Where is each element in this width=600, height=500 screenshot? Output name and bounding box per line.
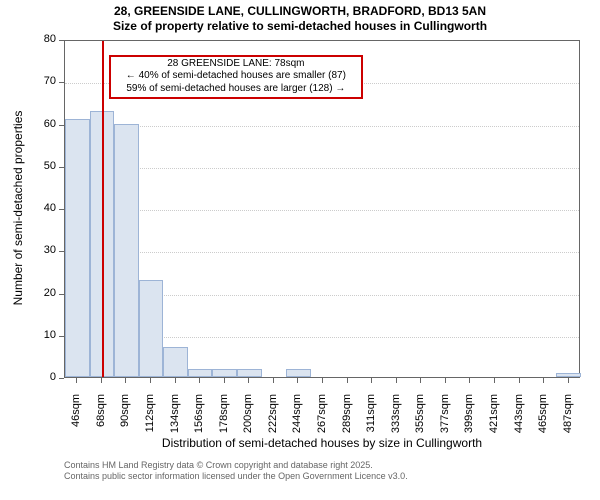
x-tick-mark [371, 378, 372, 383]
histogram-bar [286, 369, 311, 377]
y-tick-mark [59, 167, 64, 168]
property-marker-line [102, 41, 104, 377]
x-tick-mark [150, 378, 151, 383]
x-tick-label: 200sqm [242, 394, 254, 444]
x-tick-label: 244sqm [291, 394, 303, 444]
x-tick-mark [543, 378, 544, 383]
histogram-bar [237, 369, 262, 377]
x-tick-mark [347, 378, 348, 383]
gridline [65, 252, 579, 253]
annotation-box: 28 GREENSIDE LANE: 78sqm← 40% of semi-de… [109, 55, 363, 99]
x-tick-mark [125, 378, 126, 383]
x-tick-label: 421sqm [488, 394, 500, 444]
x-tick-label: 443sqm [513, 394, 525, 444]
y-tick-label: 30 [32, 244, 56, 256]
histogram-bar [114, 124, 139, 378]
annotation-line: ← 40% of semi-detached houses are smalle… [113, 70, 359, 83]
histogram-bar [556, 373, 581, 377]
x-tick-label: 46sqm [70, 394, 82, 444]
x-tick-label: 465sqm [537, 394, 549, 444]
x-tick-mark [297, 378, 298, 383]
x-tick-label: 355sqm [414, 394, 426, 444]
y-tick-mark [59, 82, 64, 83]
x-tick-label: 311sqm [365, 394, 377, 444]
x-tick-mark [224, 378, 225, 383]
annotation-line: 59% of semi-detached houses are larger (… [113, 83, 359, 96]
footer-line-2: Contains public sector information licen… [64, 471, 408, 482]
x-tick-label: 134sqm [169, 394, 181, 444]
annotation-line: 28 GREENSIDE LANE: 78sqm [113, 58, 359, 71]
chart-title: 28, GREENSIDE LANE, CULLINGWORTH, BRADFO… [0, 4, 600, 34]
y-tick-label: 10 [32, 329, 56, 341]
y-tick-mark [59, 209, 64, 210]
x-tick-mark [396, 378, 397, 383]
x-tick-mark [568, 378, 569, 383]
x-tick-mark [420, 378, 421, 383]
gridline [65, 168, 579, 169]
histogram-bar [139, 280, 164, 377]
x-tick-label: 68sqm [95, 394, 107, 444]
x-tick-label: 377sqm [439, 394, 451, 444]
title-line-1: 28, GREENSIDE LANE, CULLINGWORTH, BRADFO… [0, 4, 600, 19]
x-tick-mark [248, 378, 249, 383]
histogram-bar [163, 347, 188, 377]
y-tick-mark [59, 125, 64, 126]
x-tick-mark [273, 378, 274, 383]
x-tick-label: 289sqm [341, 394, 353, 444]
y-tick-mark [59, 378, 64, 379]
gridline [65, 126, 579, 127]
title-line-2: Size of property relative to semi-detach… [0, 19, 600, 34]
attribution-footer: Contains HM Land Registry data © Crown c… [64, 460, 408, 483]
x-tick-mark [76, 378, 77, 383]
plot-area: 28 GREENSIDE LANE: 78sqm← 40% of semi-de… [64, 40, 580, 378]
x-tick-label: 267sqm [316, 394, 328, 444]
chart-container: { "title": { "line1": "28, GREENSIDE LAN… [0, 0, 600, 500]
x-tick-mark [175, 378, 176, 383]
x-tick-mark [519, 378, 520, 383]
x-tick-label: 156sqm [193, 394, 205, 444]
y-tick-label: 60 [32, 118, 56, 130]
x-tick-label: 90sqm [119, 394, 131, 444]
y-tick-label: 40 [32, 202, 56, 214]
y-tick-label: 70 [32, 75, 56, 87]
x-tick-mark [199, 378, 200, 383]
y-tick-mark [59, 336, 64, 337]
footer-line-1: Contains HM Land Registry data © Crown c… [64, 460, 408, 471]
x-tick-mark [469, 378, 470, 383]
y-tick-mark [59, 251, 64, 252]
x-tick-label: 112sqm [144, 394, 156, 444]
x-tick-label: 178sqm [218, 394, 230, 444]
histogram-bar [65, 119, 90, 377]
y-tick-label: 80 [32, 33, 56, 45]
x-tick-label: 222sqm [267, 394, 279, 444]
histogram-bar [188, 369, 213, 377]
y-tick-label: 20 [32, 287, 56, 299]
y-tick-label: 0 [32, 371, 56, 383]
y-tick-mark [59, 40, 64, 41]
x-tick-mark [322, 378, 323, 383]
x-tick-mark [494, 378, 495, 383]
x-tick-label: 399sqm [463, 394, 475, 444]
y-tick-label: 50 [32, 160, 56, 172]
histogram-bar [212, 369, 237, 377]
x-tick-mark [445, 378, 446, 383]
y-axis-label: Number of semi-detached properties [11, 58, 25, 358]
gridline [65, 210, 579, 211]
x-tick-mark [101, 378, 102, 383]
x-tick-label: 487sqm [562, 394, 574, 444]
x-tick-label: 333sqm [390, 394, 402, 444]
y-tick-mark [59, 294, 64, 295]
